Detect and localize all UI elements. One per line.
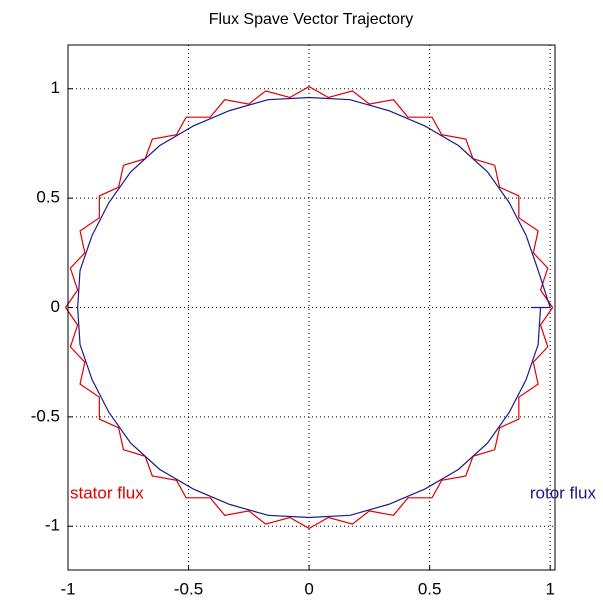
y-tick-label: 1: [51, 78, 60, 97]
series-label: rotor flux: [530, 483, 597, 502]
x-tick-label: 1: [545, 579, 554, 598]
chart-title: Flux Spave Vector Trajectory: [209, 11, 414, 28]
x-tick-label: 0.5: [418, 579, 442, 598]
x-tick-label: -1: [60, 579, 75, 598]
series-line: [77, 96, 552, 519]
x-tick-label: 0: [304, 579, 313, 598]
axes-box: [67, 44, 556, 571]
y-tick-label: -1: [45, 516, 60, 535]
y-tick-label: 0: [51, 297, 60, 316]
series-label: stator flux: [70, 483, 144, 502]
y-tick-label: -0.5: [31, 406, 60, 425]
x-tick-label: -0.5: [174, 579, 203, 598]
plot-area: [68, 45, 555, 570]
series-line: [64, 85, 554, 530]
y-tick-label: 0.5: [36, 188, 60, 207]
